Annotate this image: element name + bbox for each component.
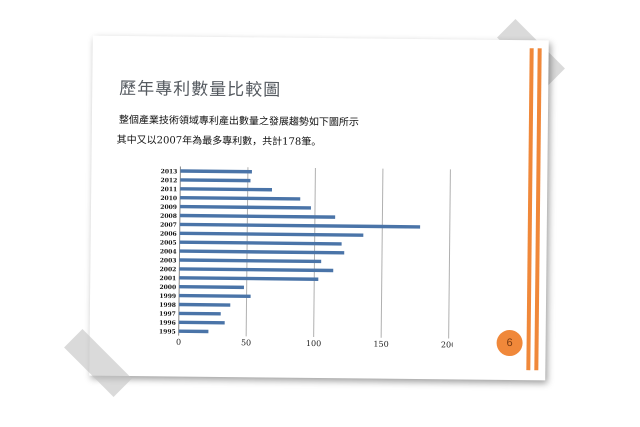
bar: [178, 311, 221, 316]
bar: [180, 187, 273, 192]
y-tick-label: 1997: [159, 311, 176, 318]
bar: [179, 258, 322, 264]
y-tick-label: 2010: [160, 195, 177, 202]
accent-line-right: [534, 48, 542, 371]
body-text-line-1: 整個產業技術領域專利產出數量之發展趨勢如下圖所示: [118, 114, 359, 129]
y-tick-label: 2013: [161, 168, 178, 175]
bar: [179, 267, 334, 273]
gridline: [448, 169, 451, 339]
page-number-badge: 6: [496, 329, 523, 357]
bar: [179, 204, 311, 210]
body-text-line-2: 其中又以2007年為最多專利數，共計178筆。: [116, 134, 322, 149]
bar: [178, 302, 231, 307]
y-tick-label: 2007: [160, 222, 177, 229]
y-tick-label: 2006: [160, 231, 177, 238]
y-tick-label: 2000: [159, 284, 176, 291]
bar: [179, 276, 319, 281]
accent-line-left: [526, 48, 534, 371]
y-tick-label: 2001: [160, 275, 177, 282]
bar: [179, 240, 342, 246]
y-tick-label: 2011: [160, 186, 177, 193]
y-tick-label: 1995: [159, 328, 176, 335]
bar: [179, 284, 244, 290]
y-tick-label: 1998: [159, 302, 176, 309]
bar: [179, 249, 345, 255]
x-tick-label: 0: [176, 338, 181, 347]
bar: [180, 169, 252, 174]
x-tick-label: 150: [373, 340, 388, 349]
bar: [180, 195, 301, 201]
x-tick-label: 50: [241, 338, 251, 347]
y-tick-label: 2003: [160, 257, 177, 264]
gridline: [380, 168, 384, 338]
bar: [178, 320, 225, 325]
y-tick-label: 2004: [160, 248, 177, 255]
bar: [179, 231, 364, 237]
y-tick-label: 2008: [160, 213, 177, 220]
bar: [179, 213, 336, 219]
bar: [180, 178, 251, 183]
bar: [178, 329, 209, 334]
y-tick-label: 2005: [160, 239, 177, 246]
y-tick-label: 2002: [160, 266, 177, 273]
y-tick-label: 2009: [160, 204, 177, 211]
y-tick-label: 1999: [159, 293, 176, 300]
bar: [179, 222, 421, 229]
x-tick-label: 200: [441, 340, 455, 349]
y-tick-label: 1996: [159, 320, 176, 327]
slide-title: 歷年專利數量比較圖: [119, 78, 282, 101]
y-tick-label: 2012: [161, 177, 178, 184]
x-tick-label: 100: [306, 339, 321, 348]
bar: [179, 293, 251, 299]
slide: 歷年專利數量比較圖 整個產業技術領域專利產出數量之發展趨勢如下圖所示 其中又以2…: [89, 35, 549, 381]
